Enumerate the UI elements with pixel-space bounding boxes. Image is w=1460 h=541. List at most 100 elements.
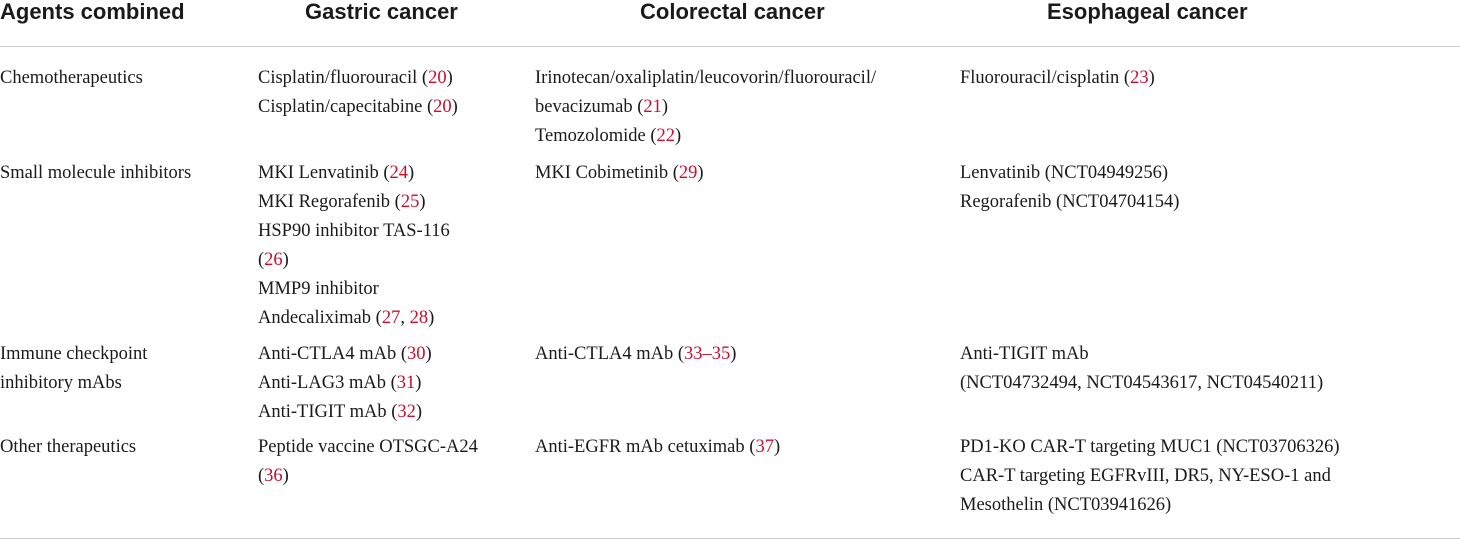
cell-line: Anti-CTLA4 mAb (33–35) [535, 340, 736, 369]
reference-link[interactable]: 25 [400, 192, 420, 212]
cell-text: ) [428, 308, 435, 328]
cell-line: Fluorouracil/cisplatin (23) [960, 64, 1155, 93]
cell-text: Cisplatin/fluorouracil ( [258, 68, 429, 88]
cell-text: ) [446, 68, 453, 88]
cell-line: MMP9 inhibitor [258, 275, 450, 304]
cell-text: Anti-CTLA4 mAb ( [535, 344, 685, 364]
cell-text: ) [415, 373, 422, 393]
cell-text: ) [773, 437, 781, 457]
cell-line: MKI Lenvatinib (24) [258, 159, 450, 188]
cell-colorectal: Anti-CTLA4 mAb (33–35) [535, 340, 736, 369]
cell-text: ) [1148, 68, 1155, 88]
cell-text: Anti-TIGIT mAb ( [258, 402, 398, 422]
cell-text: bevacizumab ( [535, 97, 644, 117]
reference-link[interactable]: 32 [397, 402, 416, 422]
cell-text: ( [258, 250, 265, 270]
cell-text: ) [697, 163, 704, 183]
reference-link[interactable]: 20 [433, 97, 452, 117]
cell-text: ) [451, 97, 458, 117]
cell-line: Chemotherapeutics [0, 64, 143, 93]
cell-text: PD1-KO CAR-T targeting MUC1 (NCT03706326… [960, 437, 1340, 457]
cell-text: HSP90 inhibitor TAS-116 [258, 221, 450, 241]
cell-text: Andecaliximab ( [258, 308, 382, 328]
cell-text: MKI Cobimetinib ( [535, 163, 679, 183]
cell-text: Regorafenib (NCT04704154) [960, 192, 1180, 212]
cell-text: ) [282, 250, 289, 270]
cell-line: inhibitory mAbs [0, 369, 147, 398]
cell-line: Mesothelin (NCT03941626) [960, 491, 1340, 520]
reference-link[interactable]: 28 [409, 308, 429, 328]
reference-link[interactable]: 23 [1130, 68, 1149, 88]
cell-text: Mesothelin (NCT03941626) [960, 495, 1172, 515]
cell-line: Temozolomide (22) [535, 122, 876, 151]
reference-link[interactable]: 33–35 [684, 344, 731, 364]
cell-esophageal: Fluorouracil/cisplatin (23) [960, 64, 1155, 93]
cell-colorectal: Anti-EGFR mAb cetuximab (37) [535, 433, 780, 462]
cell-text: , [400, 308, 410, 328]
cell-text: ) [675, 126, 682, 146]
cell-colorectal: MKI Cobimetinib (29) [535, 159, 704, 188]
cell-text: ) [425, 344, 432, 364]
cell-text: (NCT04732494, NCT04543617, NCT04540211) [960, 373, 1324, 393]
reference-link[interactable]: 30 [407, 344, 426, 364]
cell-line: Anti-CTLA4 mAb (30) [258, 340, 432, 369]
cell-gastric: MKI Lenvatinib (24) MKI Regorafenib (25) H… [258, 159, 450, 333]
cell-text: ) [282, 466, 289, 486]
cell-agent: Immune checkpoint inhibitory mAbs [0, 340, 147, 398]
reference-link[interactable]: 36 [264, 466, 283, 486]
cell-text: ) [408, 163, 415, 183]
cell-text: MKI Lenvatinib ( [258, 163, 390, 183]
cell-esophageal: Lenvatinib (NCT04949256) Regorafenib (NCT… [960, 159, 1179, 217]
cell-text: Immune checkpoint [0, 344, 148, 364]
bottom-rule [0, 538, 1460, 539]
reference-link[interactable]: 26 [264, 250, 283, 270]
reference-link[interactable]: 20 [428, 68, 447, 88]
cell-gastric: Peptide vaccine OTSGC-A24 (36) [258, 433, 478, 491]
cell-text: ) [730, 344, 737, 364]
cell-esophageal: Anti-TIGIT mAb (NCT04732494, NCT04543617,… [960, 340, 1323, 398]
cell-line: Anti-TIGIT mAb [960, 340, 1323, 369]
reference-link[interactable]: 21 [643, 97, 662, 117]
cell-text: Other therapeutics [0, 437, 137, 457]
cell-line: CAR-T targeting EGFRvIII, DR5, NY-ESO-1 … [960, 462, 1340, 491]
cell-text: Fluorouracil/cisplatin ( [960, 68, 1131, 88]
header-colorectal-cancer: Colorectal cancer [640, 0, 825, 24]
cell-text: Anti-EGFR mAb cetuximab ( [535, 437, 756, 457]
cell-colorectal: Irinotecan/oxaliplatin/leucovorin/fluoro… [535, 64, 876, 151]
cell-text: Chemotherapeutics [0, 68, 143, 88]
cell-text: inhibitory mAbs [0, 373, 122, 393]
header-gastric-cancer: Gastric cancer [305, 0, 458, 24]
cell-text: Anti-CTLA4 mAb ( [258, 344, 408, 364]
cell-text: Cisplatin/capecitabine ( [258, 97, 434, 117]
cell-line: PD1-KO CAR-T targeting MUC1 (NCT03706326… [960, 433, 1340, 462]
cell-line: (NCT04732494, NCT04543617, NCT04540211) [960, 369, 1323, 398]
cell-line: bevacizumab (21) [535, 93, 876, 122]
reference-link[interactable]: 29 [678, 163, 698, 183]
header-esophageal-cancer: Esophageal cancer [1047, 0, 1248, 24]
reference-link[interactable]: 37 [755, 437, 774, 457]
reference-link[interactable]: 24 [389, 163, 409, 183]
cell-text: ) [661, 97, 669, 117]
cell-agent: Chemotherapeutics [0, 64, 143, 93]
cell-line: (26) [258, 246, 450, 275]
cell-esophageal: PD1-KO CAR-T targeting MUC1 (NCT03706326… [960, 433, 1340, 520]
cell-line: MKI Cobimetinib (29) [535, 159, 704, 188]
cell-text: ( [258, 466, 265, 486]
cell-line: Regorafenib (NCT04704154) [960, 188, 1179, 217]
cell-line: Cisplatin/capecitabine (20) [258, 93, 458, 122]
reference-link[interactable]: 31 [396, 373, 416, 393]
cell-text: Small molecule inhibitors [0, 163, 192, 183]
cell-text: Irinotecan/oxaliplatin/leucovorin/fluoro… [535, 68, 877, 88]
cell-text: ) [415, 402, 423, 422]
cell-text: Lenvatinib (NCT04949256) [960, 163, 1169, 183]
cell-line: Cisplatin/fluorouracil (20) [258, 64, 458, 93]
cell-line: MKI Regorafenib (25) [258, 188, 450, 217]
reference-link[interactable]: 27 [381, 308, 401, 328]
cell-line: Anti-TIGIT mAb (32) [258, 398, 432, 427]
cell-agent: Small molecule inhibitors [0, 159, 191, 188]
cell-line: Immune checkpoint [0, 340, 147, 369]
cell-text: Anti-LAG3 mAb ( [258, 373, 397, 393]
cell-text: Peptide vaccine OTSGC-A24 [258, 437, 478, 457]
cell-line: Anti-LAG3 mAb (31) [258, 369, 432, 398]
reference-link[interactable]: 22 [656, 126, 676, 146]
